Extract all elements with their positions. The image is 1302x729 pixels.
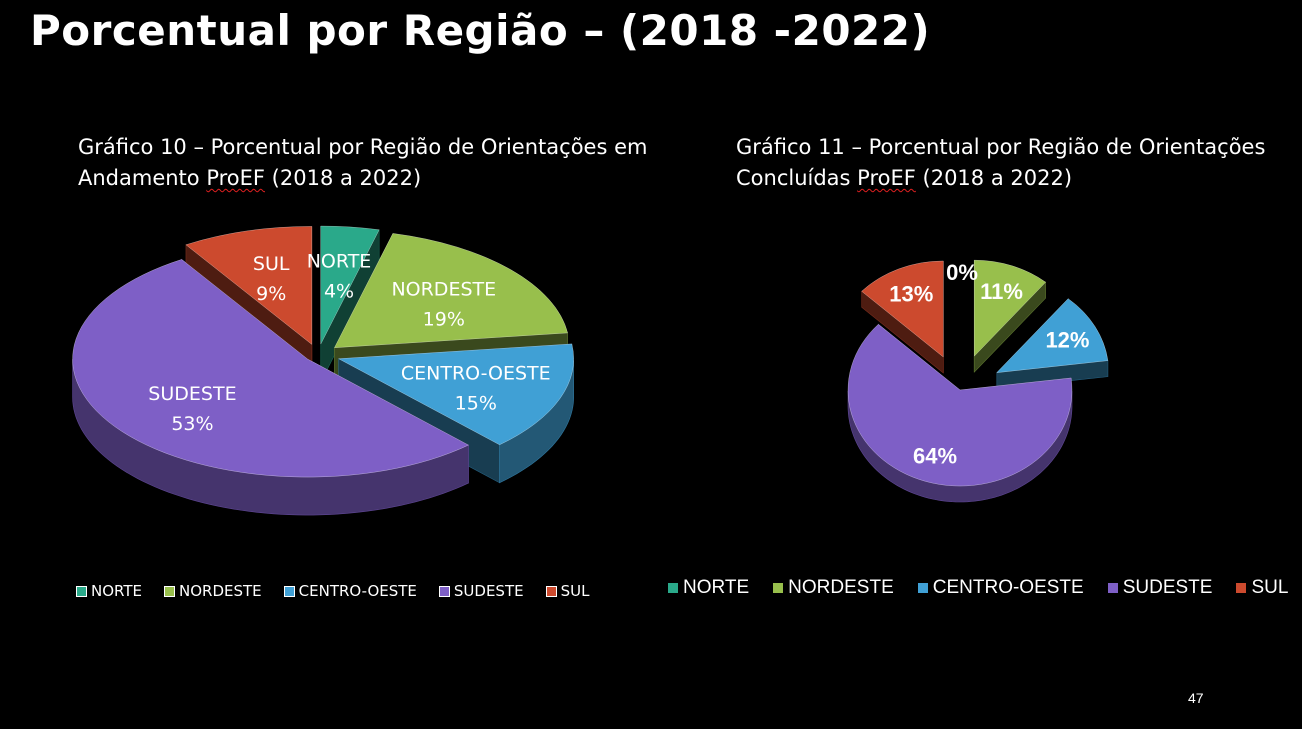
legend-right-swatch-nordeste	[773, 583, 784, 593]
legend-left-label-nordeste: NORDESTE	[179, 582, 262, 600]
pie-left-slice-centro-oeste	[337, 343, 574, 446]
legend-right-label-nordeste: NORDESTE	[788, 577, 894, 598]
legend-left-swatch-sudeste	[438, 585, 450, 597]
pie-right-label-nordeste-value: 11%	[980, 279, 1023, 304]
pie-left-slice-norte	[320, 225, 380, 345]
pie-right-label-sul-value: 13%	[889, 282, 933, 307]
pie-left-slice-sul	[185, 226, 313, 345]
chart-title-left-part1: Gráfico 10 – Porcentual por Região de Or…	[78, 135, 648, 190]
pie-left-label-centro-oeste-category: CENTRO-OESTE	[401, 363, 551, 385]
pie-right-slice-sudeste	[847, 323, 1073, 487]
legend-left: NORTE NORDESTE CENTRO-OESTE SUDESTE SUL	[76, 582, 611, 600]
legend-right: NORTE NORDESTE CENTRO-OESTE SUDESTE SUL	[668, 577, 1302, 599]
chart-title-right: Gráfico 11 – Porcentual por Região de Or…	[736, 132, 1296, 194]
legend-left-item-sul: SUL	[545, 582, 590, 600]
page-number: 47	[1188, 690, 1204, 706]
chart-title-right-part1: Gráfico 11 – Porcentual por Região de Or…	[736, 135, 1266, 190]
legend-right-swatch-sudeste	[1107, 583, 1118, 593]
legend-right-swatch-norte	[668, 583, 678, 593]
pie-left-label-sul-category: SUL	[253, 253, 290, 275]
legend-left-swatch-centro-oeste	[283, 585, 295, 597]
legend-right-swatch-sul	[1236, 583, 1247, 593]
chart-title-left: Gráfico 10 – Porcentual por Região de Or…	[78, 132, 698, 194]
pie-left-label-centro-oeste-value: 15%	[455, 393, 497, 415]
pie-chart-left: NORTE 4% NORDESTE 19% CENTRO-OESTE 15% SUDESTE…	[72, 225, 574, 516]
pie-left-top-layer	[72, 225, 574, 478]
pie-left-label-sul-value: 9%	[256, 283, 286, 305]
pie-left-label-layer: NORTE 4% NORDESTE 19% CENTRO-OESTE 15% SUDESTE…	[148, 250, 550, 434]
pie-right-slice-centro-oeste	[996, 298, 1109, 373]
legend-left-label-norte: NORTE	[91, 582, 142, 600]
legend-left-item-centro-oeste: CENTRO-OESTE	[283, 582, 417, 600]
pie-left-slice-sudeste	[72, 259, 469, 478]
legend-left-label-centro-oeste: CENTRO-OESTE	[298, 582, 417, 600]
pie-right-slice-nordeste	[973, 259, 1047, 357]
legend-right-label-centro-oeste: CENTRO-OESTE	[932, 577, 1084, 598]
slide-title: Porcentual por Região – (2018 -2022)	[30, 6, 931, 55]
legend-right-label-sul: SUL	[1251, 577, 1289, 598]
legend-left-label-sudeste: SUDESTE	[453, 582, 524, 600]
legend-right-item-nordeste: NORDESTE	[773, 577, 894, 599]
pie-right-label-centro-oeste-value: 12%	[1045, 327, 1089, 352]
legend-left-item-norte: NORTE	[76, 582, 142, 600]
pie-left-label-nordeste-category: NORDESTE	[391, 278, 496, 300]
legend-left-label-sul: SUL	[560, 582, 590, 600]
pie-left-label-sudeste-value: 53%	[171, 413, 213, 435]
chart-title-right-part3: (2018 a 2022)	[915, 166, 1073, 190]
pie-right-label-sudeste-value: 64%	[913, 444, 957, 469]
pie-right-label-norte-value: 0%	[946, 260, 978, 285]
pie-left-label-norte-category: NORTE	[307, 250, 372, 272]
legend-right-item-norte: NORTE	[668, 577, 749, 599]
chart-title-right-part2: ProEF	[857, 166, 916, 190]
pie-left-label-nordeste-value: 19%	[423, 308, 465, 330]
pie-right-slice-sul	[861, 260, 944, 358]
legend-right-swatch-centro-oeste	[917, 583, 928, 593]
legend-right-item-sudeste: SUDESTE	[1107, 577, 1213, 599]
pie-right-top-layer	[847, 259, 1109, 487]
legend-left-swatch-norte	[76, 585, 87, 597]
legend-right-label-norte: NORTE	[683, 577, 750, 598]
legend-left-item-nordeste: NORDESTE	[164, 582, 262, 600]
legend-left-swatch-sul	[545, 585, 557, 597]
pie-left-slice-nordeste	[334, 233, 568, 348]
pie-left-label-norte-value: 4%	[324, 280, 354, 302]
legend-right-item-sul: SUL	[1236, 577, 1288, 599]
chart-title-left-part2: ProEF	[206, 166, 265, 190]
legend-left-item-sudeste: SUDESTE	[438, 582, 524, 600]
legend-left-swatch-nordeste	[164, 585, 175, 597]
pie-right-label-layer: 0%11% 12% 64% 13%	[889, 260, 1089, 469]
legend-right-item-centro-oeste: CENTRO-OESTE	[917, 577, 1084, 599]
pie-left-label-sudeste-category: SUDESTE	[148, 383, 236, 405]
legend-right-label-sudeste: SUDESTE	[1122, 577, 1213, 598]
chart-title-left-part3: (2018 a 2022)	[265, 166, 422, 190]
